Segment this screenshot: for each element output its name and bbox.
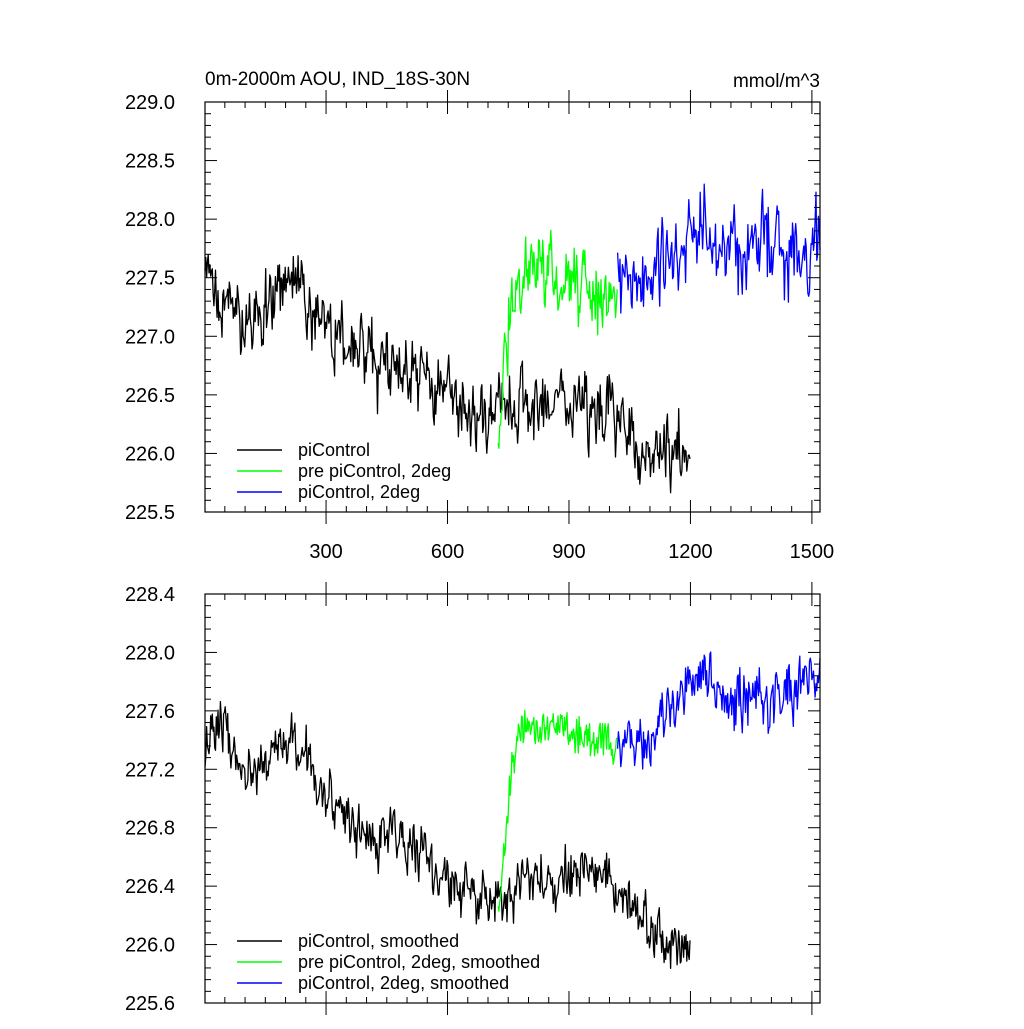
- chart-title: 0m-2000m AOU, IND_18S-30N: [205, 69, 470, 90]
- series-line-1: [204, 701, 691, 969]
- y-tick-label: 229.0: [125, 92, 175, 114]
- y-tick-label: 227.2: [125, 759, 175, 781]
- legend-entry: piControl, 2deg, smoothed: [298, 973, 509, 993]
- legend-entry: pre piControl, 2deg: [298, 461, 451, 481]
- y-tick-label: 227.0: [125, 326, 175, 348]
- series-line-1: [204, 254, 691, 494]
- y-tick-label: 226.0: [125, 935, 175, 957]
- bottom-chart-panel: 225.6 226.0 226.4 226.8 227.2 227.6 228.0 228.4…: [125, 582, 821, 1015]
- y-tick-label: 226.0: [125, 443, 175, 465]
- x-tick-label: 300: [309, 541, 342, 563]
- y-tick-label: 228.0: [125, 642, 175, 664]
- y-tick-label: 228.5: [125, 151, 175, 173]
- y-tick-label: 227.6: [125, 701, 175, 723]
- legend-entry: pre piControl, 2deg, smoothed: [298, 952, 540, 972]
- y-tick-label: 227.5: [125, 268, 175, 290]
- y-tick-label: 226.8: [125, 818, 175, 840]
- series-line-2: [497, 229, 618, 449]
- y-tick-label: 226.5: [125, 385, 175, 407]
- legend-entry: piControl, 2deg: [298, 482, 420, 502]
- plot-frame: [204, 593, 821, 1004]
- y-tick-label: 225.6: [125, 993, 175, 1015]
- legend-entry: piControl, smoothed: [298, 931, 459, 951]
- x-tick-label: 600: [431, 541, 464, 563]
- x-tick-label: 900: [552, 541, 585, 563]
- x-tick-label: 1200: [668, 541, 713, 563]
- y-tick-label: 225.5: [125, 502, 175, 524]
- plot-frame: [204, 101, 821, 513]
- series-line-2: [497, 709, 618, 912]
- x-tick-label: 1500: [790, 541, 835, 563]
- top-chart-panel: 225.5 226.0 226.5 227.0 227.5 228.0 228.5 229.0…: [125, 69, 834, 563]
- unit-label: mmol/m^3: [733, 71, 820, 92]
- legend-entry: piControl: [298, 440, 370, 460]
- series-line-3: [616, 651, 821, 770]
- y-tick-label: 228.0: [125, 209, 175, 231]
- series-line-3: [616, 183, 821, 314]
- y-tick-label: 226.4: [125, 876, 175, 898]
- y-tick-label: 228.4: [125, 584, 175, 606]
